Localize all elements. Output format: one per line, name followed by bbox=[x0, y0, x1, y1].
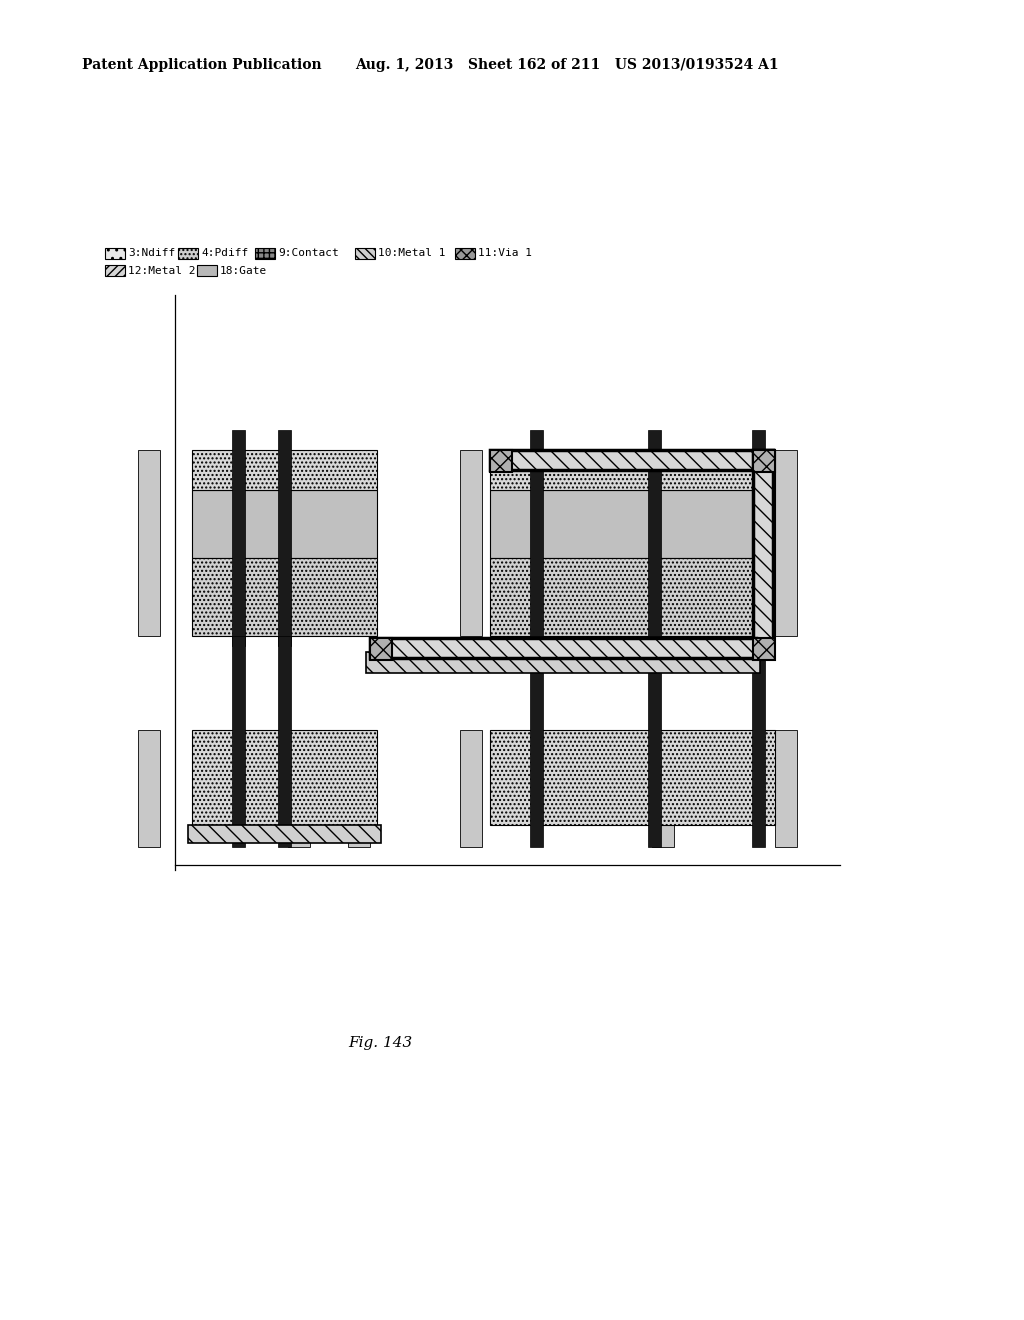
Bar bbox=[775, 450, 797, 636]
Bar bbox=[530, 636, 543, 847]
Bar bbox=[652, 450, 674, 636]
Bar bbox=[105, 248, 125, 259]
Bar bbox=[753, 450, 773, 657]
Bar bbox=[490, 450, 773, 470]
Bar bbox=[255, 248, 275, 259]
Bar bbox=[278, 636, 291, 847]
Bar bbox=[370, 638, 392, 660]
Text: 10:Metal 1: 10:Metal 1 bbox=[378, 248, 445, 259]
Bar bbox=[278, 430, 291, 645]
Bar bbox=[105, 265, 125, 276]
Bar bbox=[288, 730, 310, 847]
Text: Aug. 1, 2013   Sheet 162 of 211   US 2013/0193524 A1: Aug. 1, 2013 Sheet 162 of 211 US 2013/01… bbox=[355, 58, 778, 73]
Bar bbox=[188, 825, 381, 843]
Bar bbox=[178, 248, 198, 259]
Bar bbox=[530, 430, 543, 645]
Text: Patent Application Publication: Patent Application Publication bbox=[82, 58, 322, 73]
Text: Fig. 143: Fig. 143 bbox=[348, 1036, 412, 1049]
Bar bbox=[232, 430, 245, 645]
Bar bbox=[232, 636, 245, 847]
Bar bbox=[288, 450, 310, 636]
Bar bbox=[490, 490, 775, 558]
Bar bbox=[490, 450, 775, 490]
Text: 18:Gate: 18:Gate bbox=[220, 265, 267, 276]
Bar bbox=[648, 636, 662, 847]
Text: 4:Pdiff: 4:Pdiff bbox=[201, 248, 248, 259]
Bar bbox=[348, 730, 370, 847]
Bar bbox=[652, 730, 674, 847]
Bar bbox=[752, 430, 765, 645]
Bar bbox=[193, 450, 377, 490]
Bar bbox=[753, 450, 775, 473]
Bar bbox=[355, 248, 375, 259]
Text: 12:Metal 2: 12:Metal 2 bbox=[128, 265, 196, 276]
Bar bbox=[753, 638, 775, 660]
Text: 9:Contact: 9:Contact bbox=[278, 248, 339, 259]
Bar bbox=[648, 430, 662, 645]
Bar bbox=[490, 558, 775, 636]
Bar bbox=[370, 638, 756, 657]
Bar bbox=[366, 652, 760, 673]
Bar bbox=[193, 730, 377, 825]
Bar bbox=[775, 730, 797, 847]
Bar bbox=[455, 248, 475, 259]
Bar bbox=[490, 730, 775, 825]
Text: 11:Via 1: 11:Via 1 bbox=[478, 248, 532, 259]
Bar bbox=[193, 558, 377, 636]
Bar bbox=[460, 450, 482, 636]
Bar bbox=[138, 730, 160, 847]
Bar bbox=[752, 636, 765, 847]
Bar bbox=[193, 490, 377, 558]
Text: 3:Ndiff: 3:Ndiff bbox=[128, 248, 175, 259]
Bar bbox=[197, 265, 217, 276]
Bar bbox=[348, 450, 370, 636]
Bar bbox=[460, 730, 482, 847]
Bar bbox=[138, 450, 160, 636]
Bar bbox=[490, 450, 512, 473]
